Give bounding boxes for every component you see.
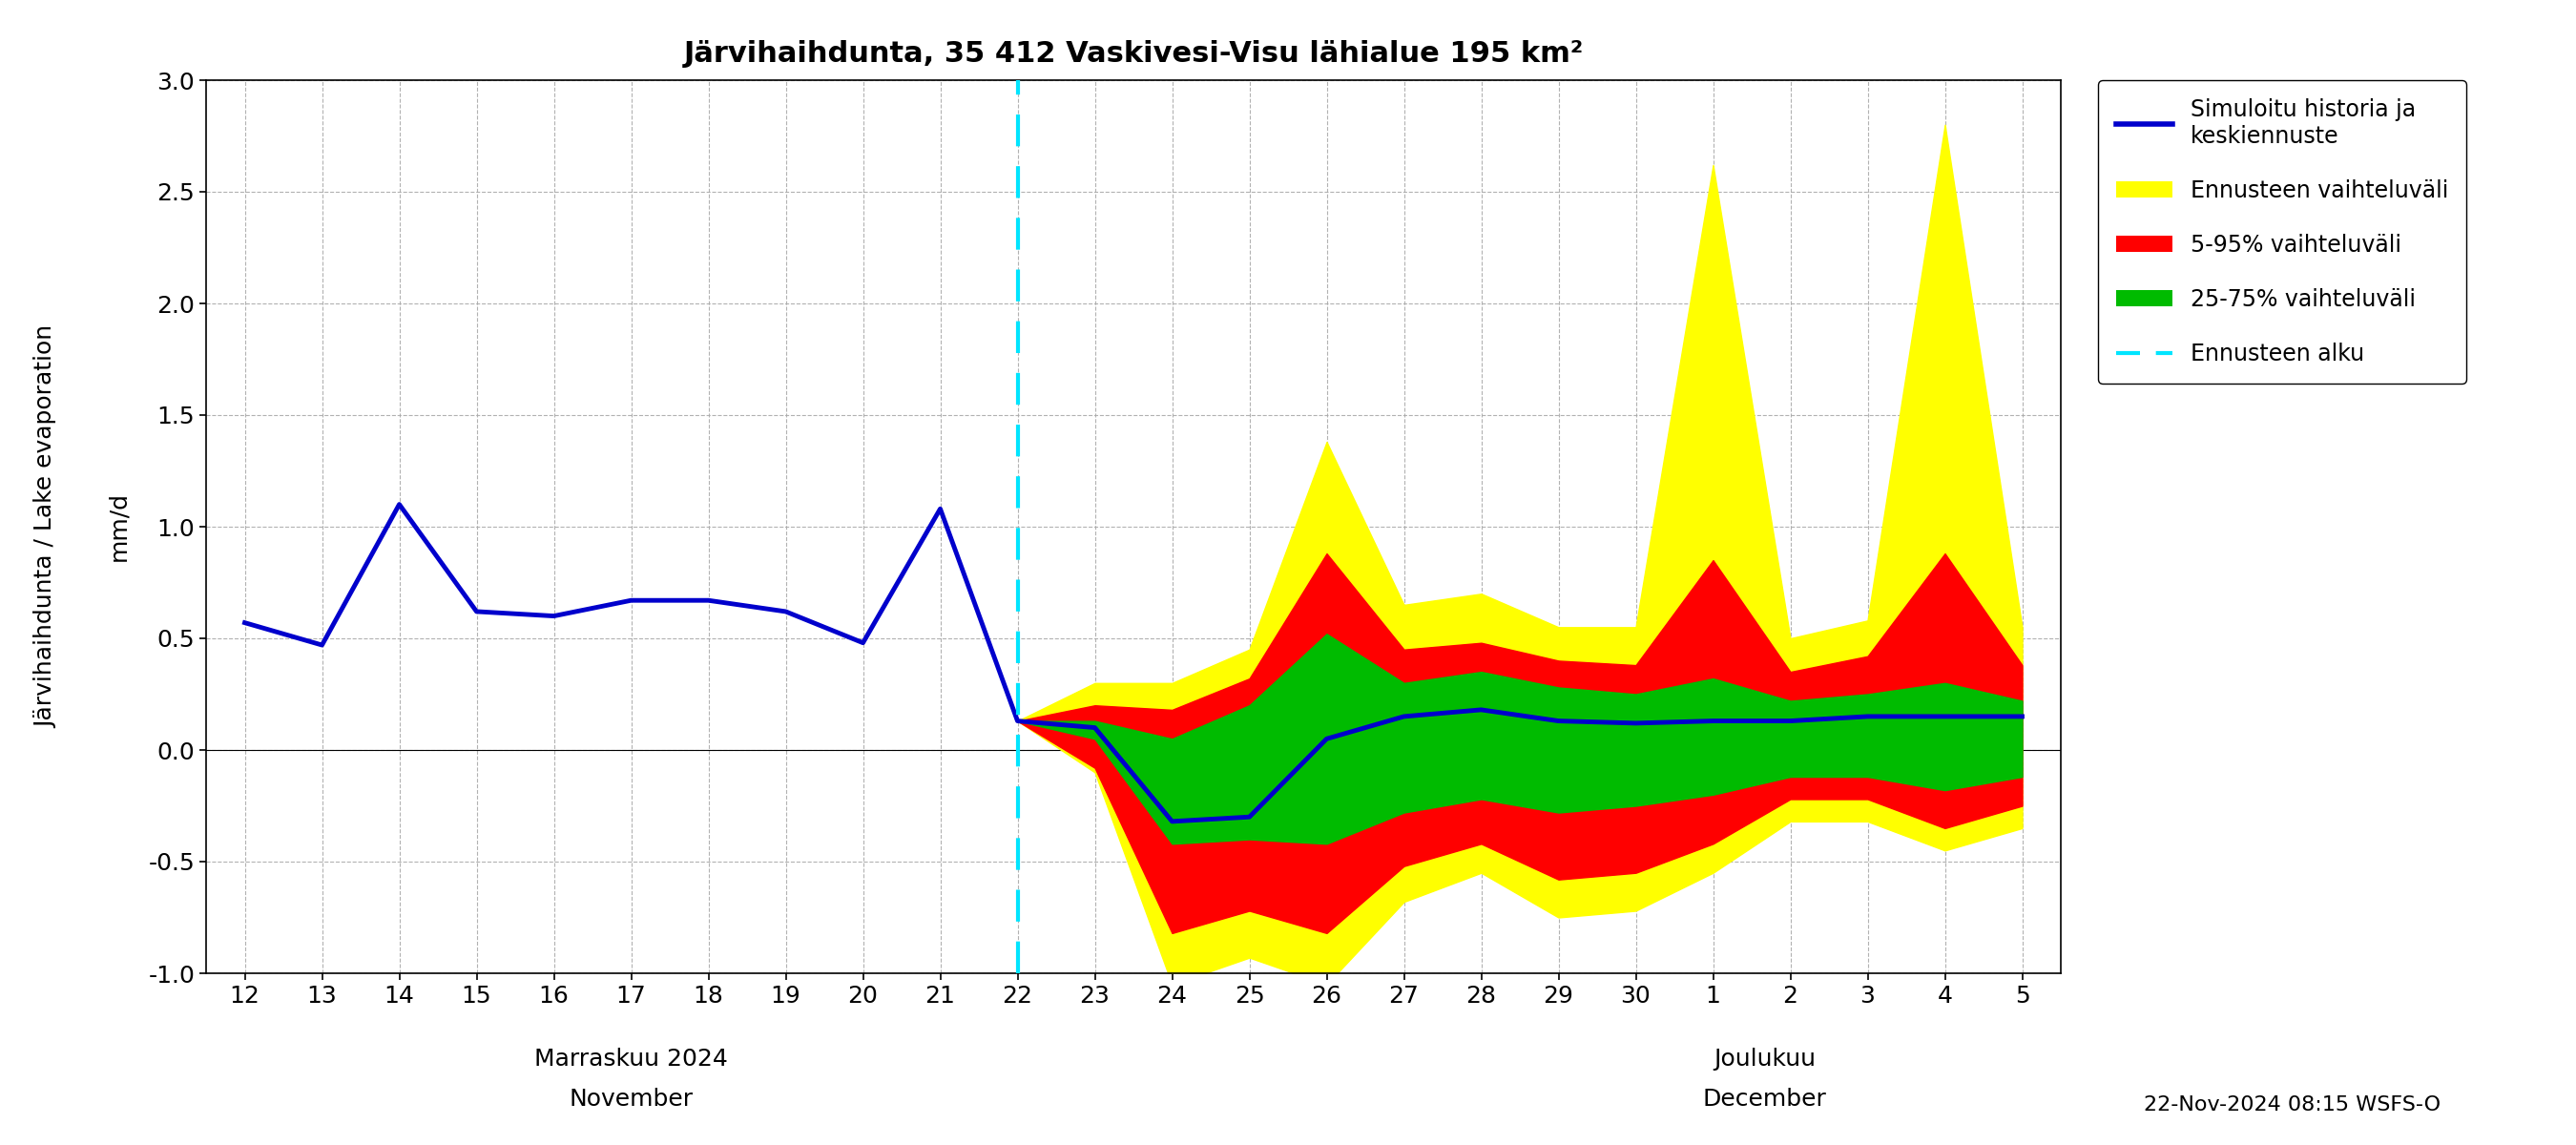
Text: November: November xyxy=(569,1088,693,1111)
Text: Joulukuu: Joulukuu xyxy=(1713,1048,1816,1071)
Legend: Simuloitu historia ja
keskiennuste, Ennusteen vaihteluväli, 5-95% vaihteluväli, : Simuloitu historia ja keskiennuste, Ennu… xyxy=(2097,80,2465,384)
Text: mm/d: mm/d xyxy=(108,492,129,561)
Text: Järvihaihdunta / Lake evaporation: Järvihaihdunta / Lake evaporation xyxy=(36,325,57,728)
Text: Marraskuu 2024: Marraskuu 2024 xyxy=(533,1048,729,1071)
Text: 22-Nov-2024 08:15 WSFS-O: 22-Nov-2024 08:15 WSFS-O xyxy=(2143,1096,2442,1114)
Title: Järvihaihdunta, 35 412 Vaskivesi-Visu lähialue 195 km²: Järvihaihdunta, 35 412 Vaskivesi-Visu lä… xyxy=(683,40,1584,68)
Text: December: December xyxy=(1703,1088,1826,1111)
